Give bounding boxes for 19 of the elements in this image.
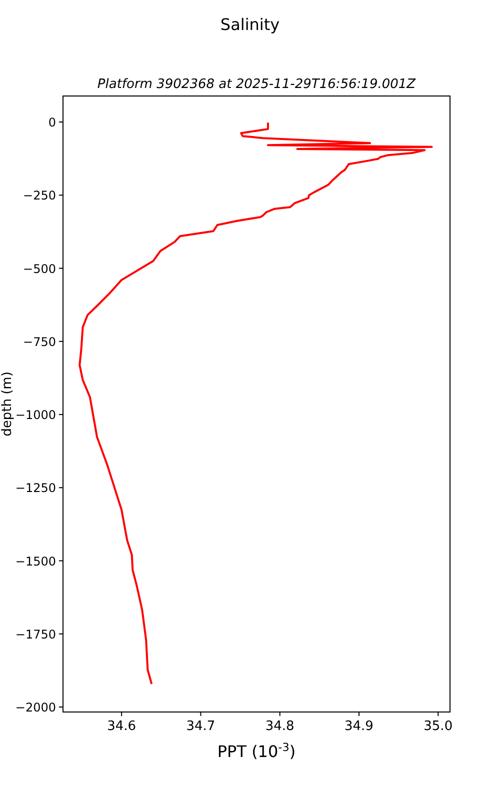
y-tick-label: −1250	[15, 481, 56, 496]
y-tick-label: −250	[23, 188, 56, 203]
x-tick-label: 34.7	[186, 719, 216, 734]
x-tick-label: 34.6	[107, 719, 136, 734]
y-tick-label: −500	[23, 262, 56, 276]
x-tick-label: 35.0	[424, 719, 453, 734]
y-tick-label: −750	[23, 334, 56, 349]
line-series	[78, 122, 433, 685]
chart-title: Salinity	[220, 15, 280, 34]
x-tick-label: 34.8	[265, 719, 294, 734]
chart-subtitle: Platform 3902368 at 2025-11-29T16:56:19.001Z	[97, 77, 417, 92]
y-tick-label: −1750	[15, 627, 56, 642]
y-tick-label: −1000	[15, 408, 56, 422]
y-tick-label: 0	[48, 116, 56, 130]
y-tick-label: −1500	[15, 554, 56, 568]
y-tick-label: −2000	[15, 700, 56, 715]
y-axis-title: depth (m)	[0, 372, 15, 436]
x-tick-label: 34.9	[344, 719, 374, 734]
x-axis-title: PPT (10$^{-3}$)	[217, 740, 296, 761]
